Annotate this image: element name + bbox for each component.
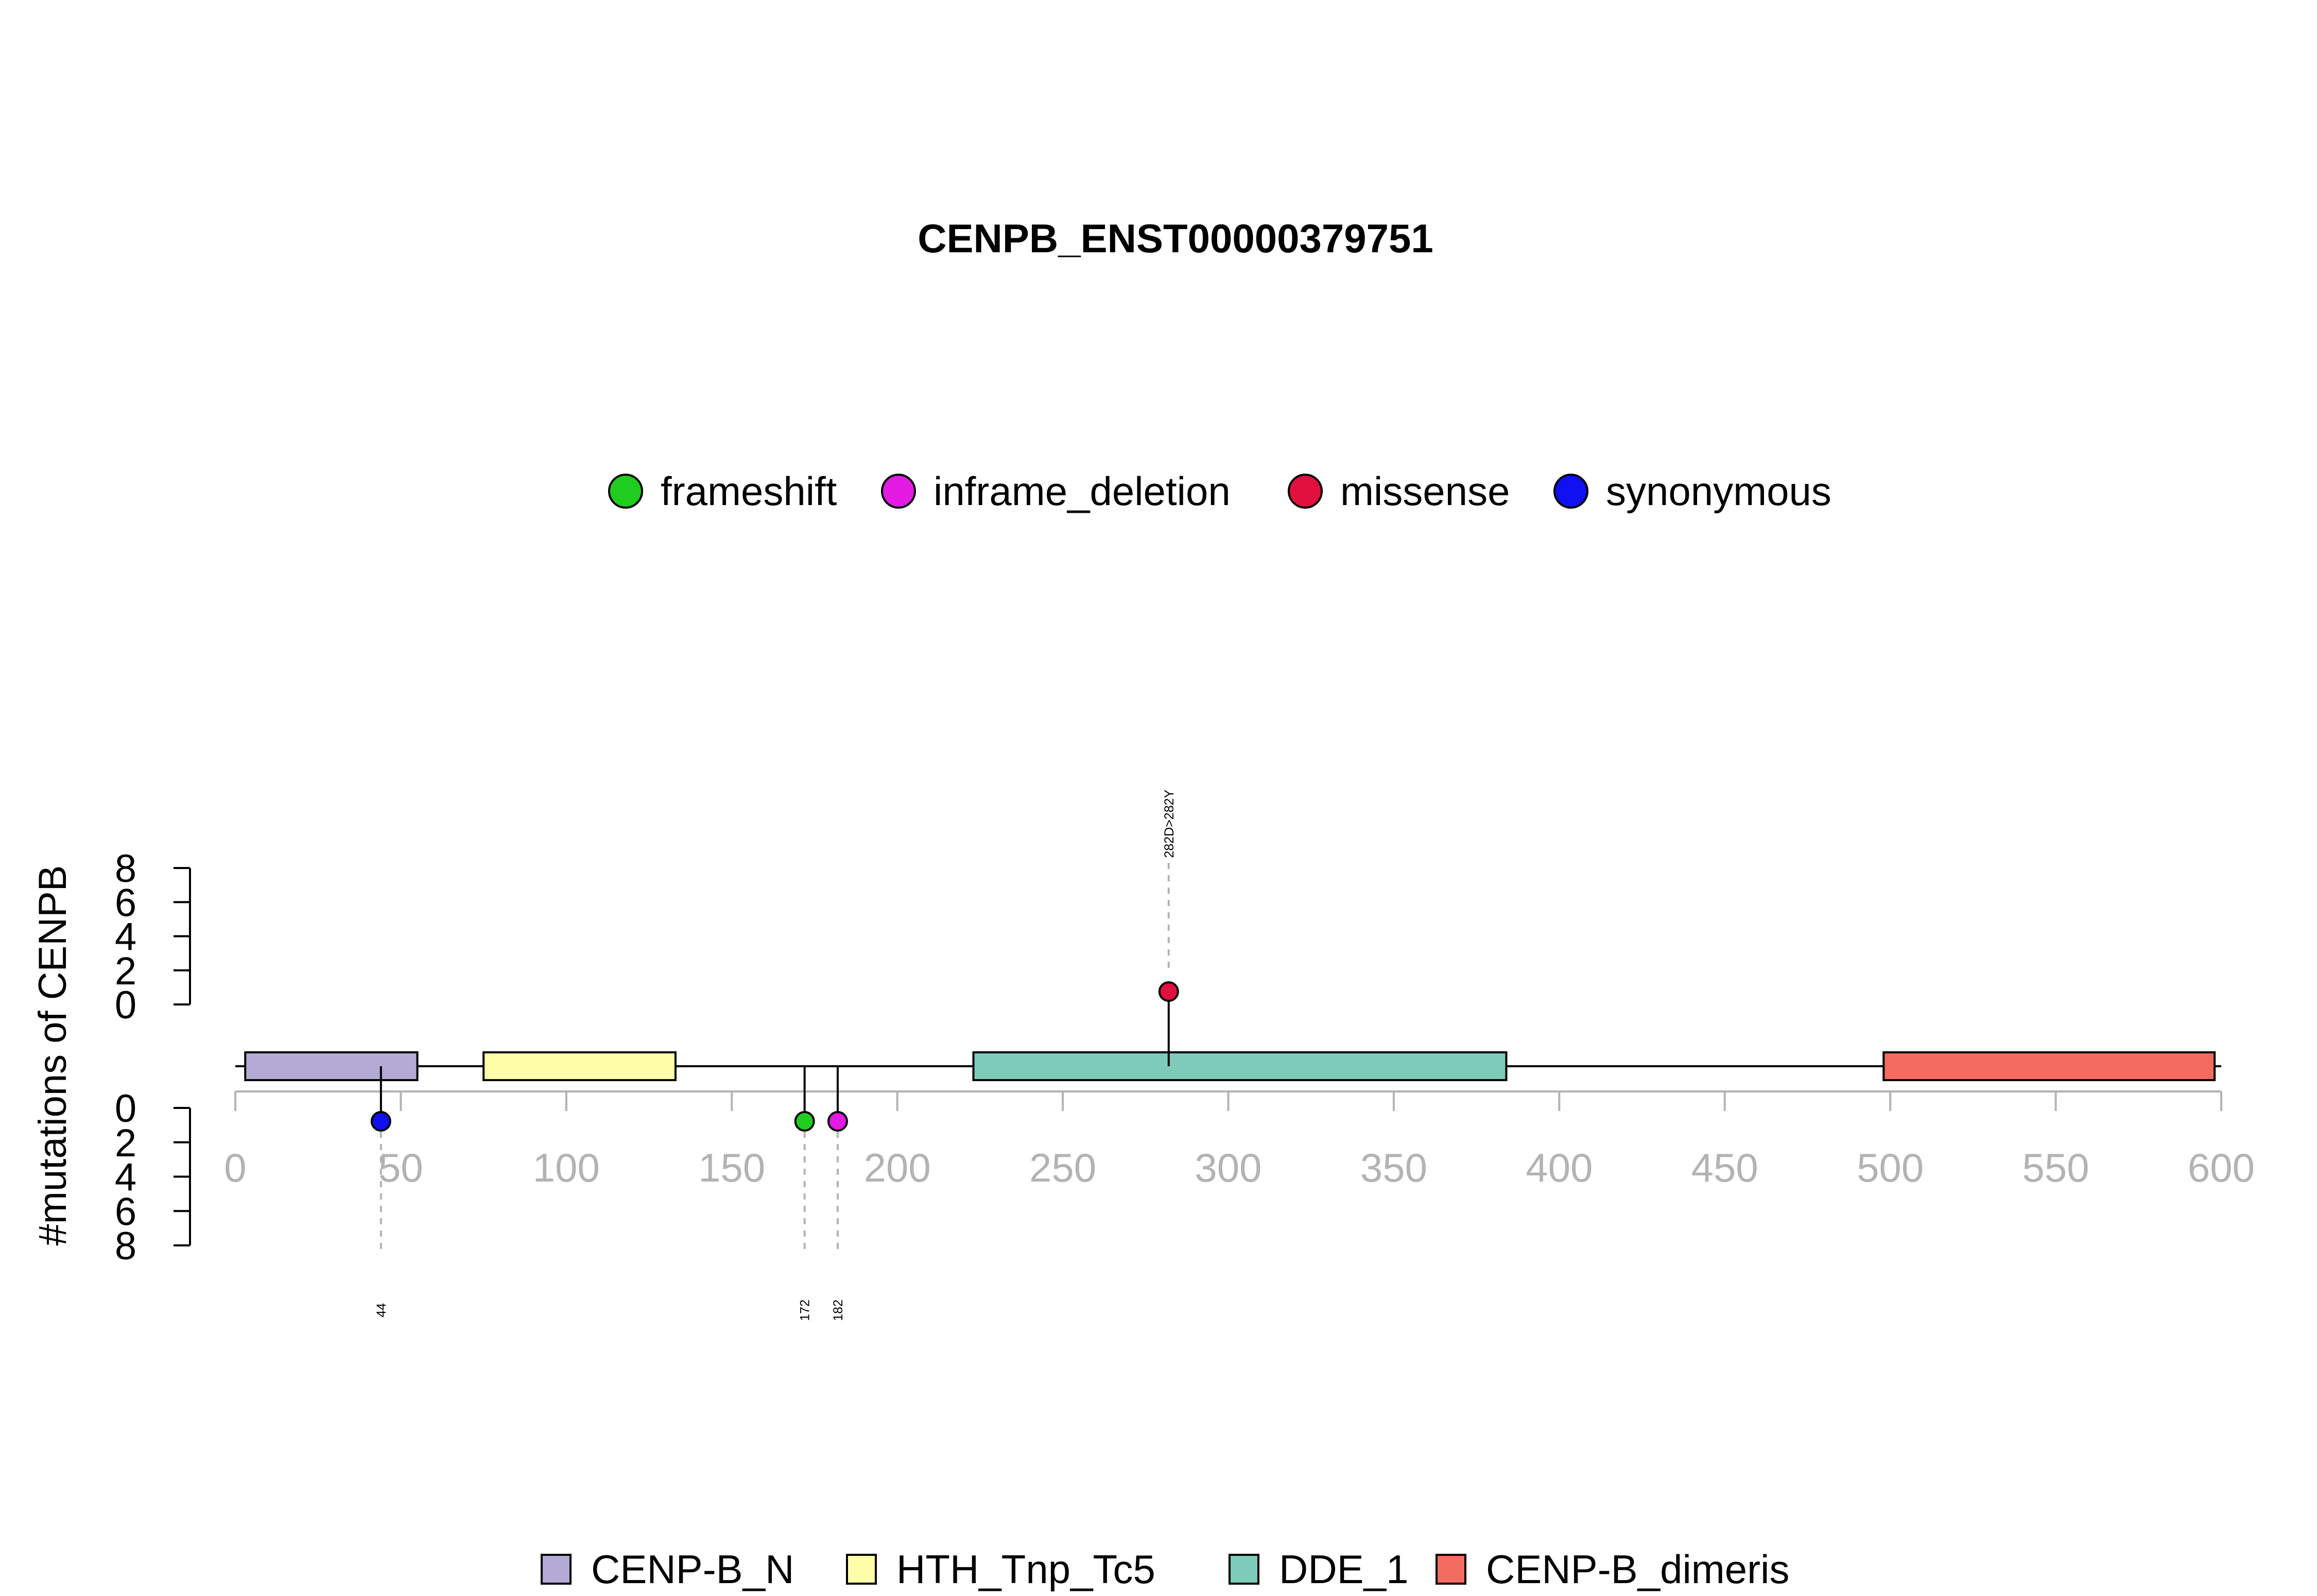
mutation-label: 44 [374,1303,389,1317]
domain-legend: CENP-B_N HTH_Tnp_Tc5 DDE_1 CENP-B_dimeris [541,1547,1789,1592]
mutation-legend-label: synonymous [1606,469,1831,514]
y-top-tick-label: 6 [115,881,136,925]
x-tick-label: 550 [2022,1145,2089,1190]
x-tick-label: 200 [864,1145,931,1190]
y-top-tick-label: 2 [115,949,136,993]
mutation-legend: frameshift inframe_deletion missense synony… [608,469,1831,514]
y-bottom-tick-label: 4 [115,1156,136,1200]
mutation-label: 182 [831,1299,845,1321]
x-tick-label: 50 [378,1145,423,1190]
mutation-point [827,1111,848,1132]
x-tick-label: 0 [224,1145,246,1190]
domain-legend-item: HTH_Tnp_Tc5 [846,1547,1155,1592]
domain-box [482,1051,677,1081]
mutation-point [794,1111,815,1132]
mutation-legend-swatch [881,474,916,509]
mutation-legend-swatch [608,474,643,509]
mutation-guide-lines [379,863,1170,1254]
x-tick-label: 350 [1360,1145,1427,1190]
domain-box [244,1051,419,1081]
domain-legend-label: HTH_Tnp_Tc5 [896,1547,1155,1592]
mutation-legend-label: missense [1340,469,1510,514]
mutation-legend-label: inframe_deletion [933,469,1231,514]
x-tick-label: 150 [698,1145,765,1190]
x-tick-label: 600 [2188,1145,2255,1190]
y-top-tick-label: 0 [115,983,136,1027]
mutation-lollipop: 44 [370,1066,391,1317]
y-bottom-tick-label: 6 [115,1190,136,1234]
domain-box [1882,1051,2216,1081]
x-tick-label: 100 [533,1145,600,1190]
mutation-layer: 282D>282Y 44 172 182 [370,789,1179,1321]
mutation-legend-swatch [1288,474,1323,509]
x-tick-label: 400 [1526,1145,1593,1190]
domain-legend-item: DDE_1 [1229,1547,1408,1592]
domain-legend-label: DDE_1 [1279,1547,1408,1592]
domain-layer [244,1051,2216,1081]
mutation-lollipop: 182 [827,1066,848,1321]
mutation-legend-item: missense [1288,469,1510,514]
x-tick-label: 450 [1691,1145,1758,1190]
mutation-legend-swatch [1553,474,1588,509]
y-bottom-tick-label: 8 [115,1224,136,1268]
domain-legend-swatch [541,1554,572,1585]
domain-legend-item: CENP-B_dimeris [1436,1547,1789,1592]
domain-legend-swatch [846,1554,877,1585]
mutation-label: 282D>282Y [1162,789,1177,858]
domain-legend-item: CENP-B_N [541,1547,794,1592]
y-top-tick-label: 4 [115,915,136,959]
x-tick-label: 500 [1857,1145,1924,1190]
x-axis: 0 50 100 150 200 250 300 350 400 450 500 550 600 [224,1090,2255,1190]
mutation-lollipop: 172 [794,1066,815,1321]
domain-legend-label: CENP-B_N [591,1547,794,1592]
mutation-point [370,1111,391,1132]
y-top-tick-label: 8 [115,847,136,891]
mutation-point [1158,981,1179,1002]
mutation-legend-item: synonymous [1553,469,1831,514]
mutation-legend-item: frameshift [608,469,837,514]
domain-box [972,1051,1508,1081]
y-bottom-tick-label: 2 [115,1121,136,1165]
domain-legend-label: CENP-B_dimeris [1486,1547,1789,1592]
y-bottom-tick-label: 0 [115,1087,136,1131]
mutation-legend-label: frameshift [661,469,837,514]
domain-legend-swatch [1436,1554,1466,1585]
y-axis-title: #mutations of CENPB [31,865,75,1245]
domain-legend-swatch [1229,1554,1259,1585]
mutation-lollipop: 282D>282Y [1158,789,1179,1066]
x-tick-label: 300 [1195,1145,1261,1190]
mutation-label: 172 [798,1299,812,1321]
x-tick-label: 250 [1029,1145,1096,1190]
chart-title: CENPB_ENST00000379751 [918,216,1433,261]
mutation-legend-item: inframe_deletion [881,469,1231,514]
